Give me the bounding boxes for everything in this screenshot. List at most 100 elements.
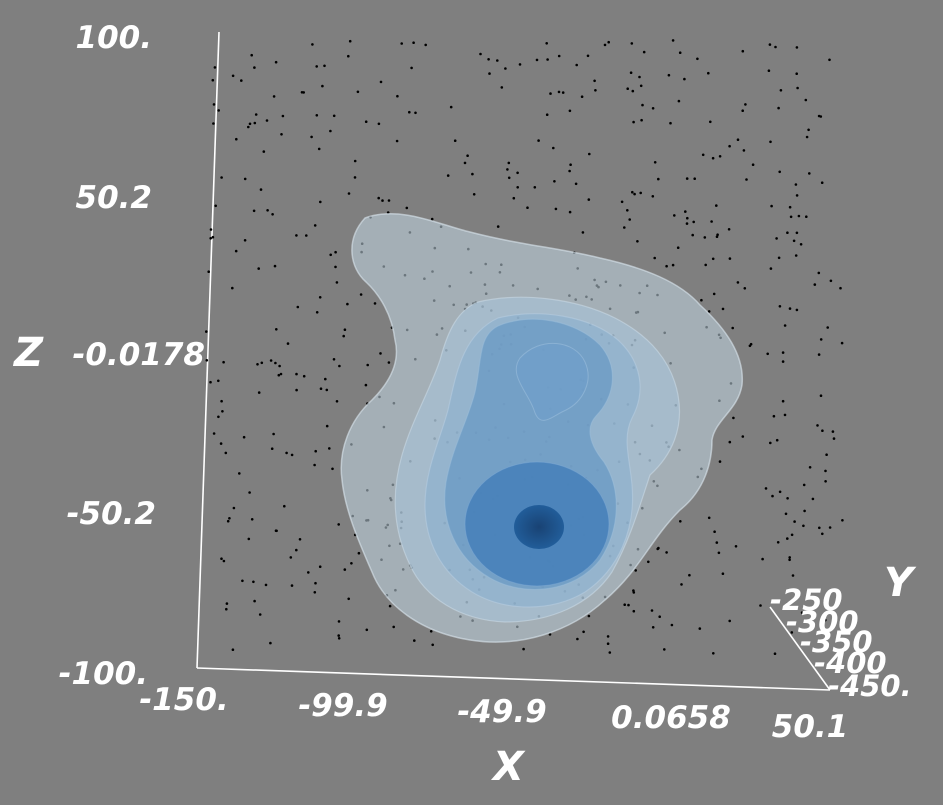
scatter-point	[337, 634, 341, 637]
scatter-point	[593, 79, 596, 83]
scatter-point	[679, 520, 682, 523]
scatter-point	[516, 186, 519, 189]
scatter-point	[576, 637, 579, 641]
scatter-point	[213, 66, 217, 69]
scatter-point	[715, 204, 718, 207]
scatter-point	[751, 163, 755, 166]
scatter-point	[721, 572, 725, 575]
scatter-point	[546, 58, 549, 61]
scatter-point	[794, 254, 798, 257]
scatter-point	[225, 607, 228, 611]
scatter-point	[253, 121, 257, 125]
scatter-point	[315, 65, 319, 68]
scatter-point	[824, 618, 827, 622]
z-tick-label: 100.	[76, 20, 153, 56]
scatter-point	[790, 533, 794, 537]
scatter-point	[328, 447, 331, 450]
z-tick-label: 50.2	[76, 180, 153, 216]
scatter-point	[346, 302, 349, 306]
scatter-point	[250, 518, 254, 521]
scatter-point	[211, 235, 215, 239]
scatter-point	[228, 517, 231, 520]
x-axis-line	[196, 667, 831, 691]
scatter-point	[718, 155, 722, 158]
scatter-point	[275, 328, 278, 331]
scatter-point	[707, 516, 711, 520]
scatter-point	[651, 195, 655, 198]
scatter-point	[631, 89, 635, 93]
scatter-point	[781, 399, 785, 403]
z-axis-title: Z	[12, 330, 44, 376]
scatter-point	[606, 635, 610, 638]
scatter-point	[260, 361, 264, 365]
scatter-point	[253, 66, 256, 69]
scatter-point	[840, 341, 844, 345]
y-tick-label: -400	[814, 646, 887, 680]
scatter-point	[305, 234, 308, 237]
scatter-point	[824, 469, 827, 473]
scatter-point	[357, 551, 361, 555]
scatter-point	[247, 125, 250, 129]
scatter-point	[271, 213, 274, 216]
scatter-point	[545, 42, 548, 45]
isosurface-lobe	[515, 343, 589, 421]
scatter-point	[274, 60, 278, 64]
scatter-point	[300, 91, 304, 94]
scatter-point	[507, 176, 511, 180]
scatter-point	[298, 538, 302, 541]
scatter-point	[808, 172, 811, 175]
scatter-point	[270, 447, 274, 451]
scatter-point	[205, 359, 209, 362]
scatter-point	[770, 204, 773, 208]
scatter-point	[686, 216, 689, 220]
scatter-point	[313, 591, 317, 594]
scatter-point	[446, 174, 450, 177]
y-tick-label: -450.	[828, 669, 912, 703]
scatter-point	[627, 603, 630, 607]
scatter-point	[325, 424, 329, 428]
scatter-point	[219, 442, 223, 445]
scatter-point	[289, 556, 293, 559]
scatter-point	[392, 625, 396, 629]
scatter-point	[799, 243, 803, 246]
scatter-point	[561, 91, 565, 94]
scatter-point	[209, 380, 212, 384]
scatter-point	[709, 120, 712, 124]
x-tick-label: 0.0658	[611, 700, 731, 736]
scatter-point	[711, 257, 715, 261]
scatter-point	[769, 267, 773, 270]
scatter-point	[775, 438, 779, 442]
scatter-point	[788, 307, 792, 310]
scatter-point	[343, 568, 347, 571]
scatter-point	[533, 186, 537, 189]
scatter-point	[269, 641, 272, 645]
scatter-point	[803, 509, 806, 513]
scatter-point	[388, 604, 392, 608]
scatter-point	[217, 379, 220, 383]
scatter-point	[788, 558, 791, 562]
scatter-point	[231, 648, 235, 651]
scatter-point	[535, 58, 539, 62]
scatter-point	[819, 394, 823, 398]
scatter-point	[269, 359, 273, 362]
scatter-point	[828, 526, 832, 529]
scatter-point	[626, 87, 629, 90]
scatter-point	[788, 556, 791, 559]
scatter-point	[692, 220, 695, 224]
scatter-point	[741, 49, 745, 53]
scatter-point	[405, 206, 409, 210]
scatter-point	[761, 557, 764, 561]
scatter-point	[633, 192, 636, 196]
scatter-point	[663, 648, 666, 651]
scatter-point	[711, 156, 715, 160]
scatter-point	[665, 551, 668, 554]
scatter-point	[257, 391, 261, 394]
z-axis-line	[196, 31, 220, 669]
scatter-point	[240, 79, 243, 82]
scatter-point	[772, 414, 776, 418]
x-axis-title: X	[490, 744, 526, 790]
scatter-point	[209, 228, 213, 231]
scatter-point	[821, 429, 824, 433]
